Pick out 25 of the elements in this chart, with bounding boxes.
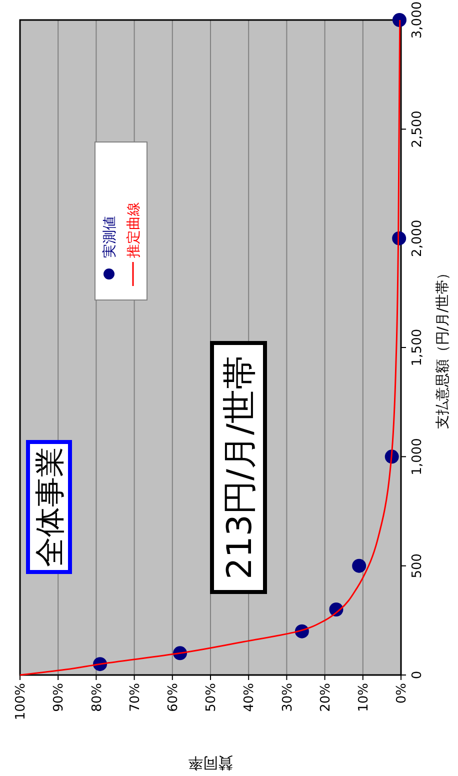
legend: 実測値 推定曲線 (94, 142, 148, 300)
x-tick-label: 40% (242, 683, 258, 712)
x-tick-label: 90% (52, 683, 67, 712)
y-tick-label: 2,500 (410, 110, 425, 148)
x-tick-label: 30% (280, 683, 296, 712)
y-tick-label: 1,500 (410, 328, 425, 366)
point (352, 558, 366, 573)
x-tick-label: 80% (90, 683, 105, 712)
y-tick-label: 0 (410, 670, 425, 680)
x-tick-label: 60% (166, 683, 181, 712)
annotation: 全体事業 (32, 447, 68, 567)
x-tick-label: 50% (204, 683, 220, 712)
y-tick-label: 2,000 (410, 220, 425, 257)
y-tick-label: 1,000 (410, 438, 425, 476)
x-tick-label: 10% (356, 683, 372, 712)
y-tick-label: 3,000 (410, 1, 425, 39)
y-tick-label: 500 (410, 553, 425, 578)
x-tick-label: 0% (394, 683, 410, 704)
x-axis-title: 賛同率 (188, 754, 233, 772)
annotation: 213円/月/世帯 (220, 356, 260, 580)
x-tick-label: 70% (128, 683, 143, 712)
x-tick-label: 20% (318, 683, 334, 712)
x-tick-label: 100% (14, 683, 29, 720)
y-axis-title: 支払意思額（円/月/世帯） (435, 266, 451, 430)
point (392, 13, 406, 27)
